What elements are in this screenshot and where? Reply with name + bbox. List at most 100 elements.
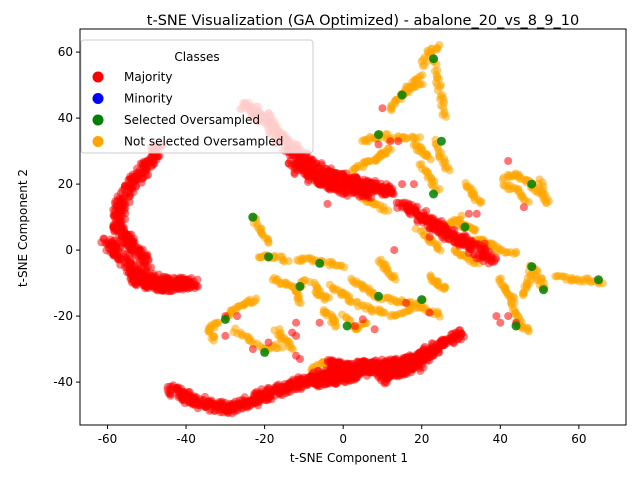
majority-point (193, 282, 202, 291)
oversampled-point (471, 225, 480, 234)
majority-point (370, 325, 379, 334)
majority-point (487, 253, 496, 262)
majority-point (402, 298, 411, 307)
majority-point (384, 185, 393, 194)
majority-point (248, 345, 257, 354)
oversampled-point (278, 343, 287, 352)
majority-point (425, 347, 434, 356)
majority-point (124, 188, 133, 197)
selected-oversampled-point (460, 222, 470, 232)
legend-entries: Majority Minority Selected Oversampled Not … (92, 70, 283, 149)
majority-point (504, 157, 513, 165)
majority-point (350, 322, 359, 330)
y-tick-label: 40 (58, 111, 73, 125)
majority-point (492, 312, 501, 321)
majority-point (409, 180, 418, 189)
selected-oversampled-point (429, 189, 439, 199)
majority-point (372, 185, 381, 194)
oversampled-point (380, 308, 389, 317)
oversampled-point (440, 285, 449, 294)
y-tick-label: 60 (58, 45, 73, 59)
oversampled-point (457, 211, 466, 220)
oversampled-point (435, 185, 444, 194)
majority-point (519, 203, 528, 212)
selected-oversampled-point (248, 212, 258, 222)
majority-point (358, 315, 367, 324)
legend-marker (92, 114, 104, 126)
chart-title: t-SNE Visualization (GA Optimized) - aba… (147, 13, 579, 29)
oversampled-point (524, 198, 533, 207)
selected-oversampled-point (511, 321, 521, 331)
selected-oversampled-point (295, 281, 305, 291)
majority-point (292, 318, 301, 327)
majority-point (484, 259, 493, 268)
oversampled-point (415, 80, 424, 89)
majority-point (434, 348, 443, 357)
legend-marker (92, 71, 104, 83)
oversampled-point (415, 133, 424, 142)
majority-point (398, 180, 407, 189)
selected-oversampled-point (527, 179, 537, 189)
selected-oversampled-point (264, 252, 274, 262)
majority-point (241, 398, 250, 407)
majority-point (504, 312, 513, 321)
majority-point (176, 282, 185, 291)
legend-marker (92, 93, 104, 104)
oversampled-point (542, 199, 551, 208)
x-tick-label: -40 (176, 432, 196, 446)
majority-point (472, 209, 481, 218)
y-tick-label: -20 (53, 309, 73, 323)
x-tick-label: 0 (339, 432, 347, 446)
oversampled-point (442, 112, 451, 121)
majority-point (362, 191, 371, 200)
x-tick-label: 40 (493, 432, 508, 446)
majority-point (323, 199, 332, 208)
oversampled-point (435, 312, 444, 321)
majority-point (303, 378, 312, 387)
x-tick-label: -20 (255, 432, 275, 446)
oversampled-point (435, 41, 444, 50)
oversampled-point (296, 299, 305, 308)
majority-point (183, 284, 192, 293)
selected-oversampled-point (220, 314, 230, 324)
oversampled-point (284, 257, 293, 266)
y-tick-label: -40 (53, 375, 73, 389)
majority-point (303, 178, 312, 187)
oversampled-point (445, 166, 454, 175)
majority-point (425, 308, 434, 317)
y-axis-ticks: -40 -20 0 20 40 60 (53, 45, 80, 389)
majority-series (97, 98, 528, 418)
y-tick-label: 0 (65, 243, 73, 257)
oversampled-point (251, 296, 260, 305)
majority-point (378, 104, 387, 113)
selected-oversampled-series (220, 54, 604, 357)
selected-oversampled-point (397, 90, 407, 100)
majority-point (480, 239, 489, 248)
majority-point (450, 230, 459, 239)
selected-oversampled-point (315, 258, 325, 268)
x-tick-label: 60 (571, 432, 586, 446)
legend-box (80, 39, 314, 154)
oversampled-point (436, 246, 445, 255)
y-tick-label: 20 (58, 177, 73, 191)
selected-oversampled-point (342, 321, 352, 331)
majority-point (455, 326, 464, 335)
majority-point (145, 159, 154, 168)
legend-label: Minority (124, 92, 173, 106)
majority-point (464, 209, 473, 218)
x-tick-label: 20 (414, 432, 429, 446)
majority-point (351, 369, 360, 378)
majority-point (233, 312, 242, 321)
oversampled-point (418, 71, 427, 80)
majority-point (184, 277, 193, 286)
oversampled-point (391, 275, 400, 284)
majority-point (193, 404, 202, 413)
legend-label: Not selected Oversampled (124, 135, 283, 149)
majority-point (394, 137, 403, 146)
majority-point (390, 246, 399, 255)
selected-oversampled-point (429, 54, 439, 64)
plot-frame (79, 28, 627, 426)
majority-point (441, 226, 450, 235)
majority-point (292, 331, 301, 340)
